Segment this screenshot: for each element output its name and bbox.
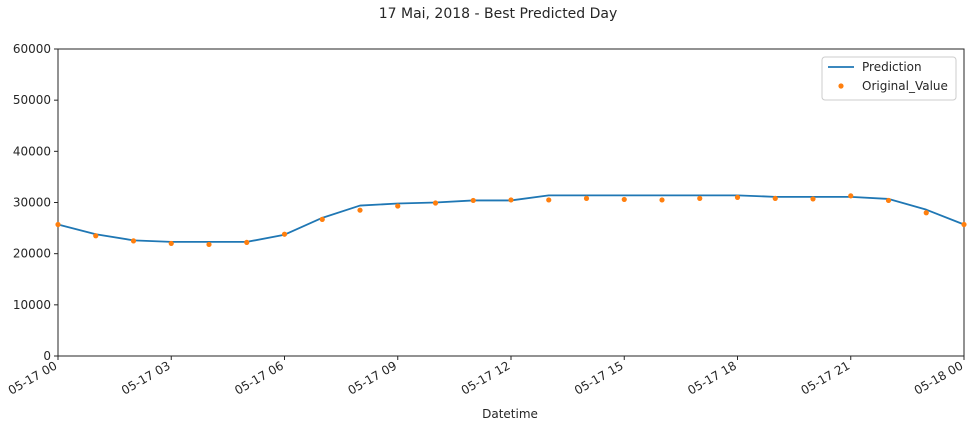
original-value-point [697,195,703,202]
x-tick-label: 05-17 03 [119,358,173,397]
y-tick-label: 0 [43,349,51,363]
y-tick-label: 40000 [13,144,51,158]
original-value-point [93,233,99,239]
original-value-point [961,221,967,228]
original-value-point [244,239,250,246]
x-tick-label: 05-17 06 [232,358,286,397]
legend-box [821,56,957,101]
original-value-point [168,240,174,247]
x-tick-label: 05-17 21 [799,358,853,397]
original-value-point [810,196,816,202]
legend-original-swatch [838,83,844,89]
original-value-point [848,193,854,199]
original-value-point [923,210,929,216]
original-value-point [130,238,137,244]
y-tick-label: 30000 [13,196,51,210]
original-value-point [885,197,892,204]
original-value-point [583,195,590,202]
chart-title: 17 Mai, 2018 - Best Predicted Day [379,6,618,22]
original-value-point [281,231,288,237]
y-tick-label: 10000 [13,298,51,312]
original-value-point [319,216,325,222]
x-tick-label: 05-17 15 [572,358,626,397]
x-tick-label: 05-17 09 [346,358,400,397]
original-value-point [432,200,439,206]
x-axis-label: Datetime [482,407,538,421]
y-axis: 0 10000 20000 30000 40000 50000 60000 [13,42,58,363]
original-value-point [55,221,61,228]
original-value-point [508,197,514,203]
y-tick-label: 20000 [13,247,51,261]
legend-prediction-label: Prediction [862,60,922,74]
original-value-point [357,207,363,213]
y-tick-label: 60000 [13,42,51,56]
x-axis: 05-17 00 05-17 03 05-17 06 05-17 09 05-17 12… [6,356,966,398]
original-value-point [734,194,741,200]
original-value-point [621,196,627,203]
legend-original-label: Original_Value [862,79,948,93]
original-value-point [470,197,476,204]
original-value-point [772,195,778,202]
original-value-point [395,203,401,209]
y-tick-label: 50000 [13,93,51,107]
x-tick-label: 05-18 00 [912,358,966,397]
x-tick-label: 05-17 18 [685,358,739,397]
legend: Prediction Original_Value [821,56,957,101]
original-value-point [659,197,665,203]
x-tick-label: 05-17 00 [6,358,60,397]
original-value-point [206,241,212,248]
original-value-point [546,197,552,203]
x-tick-label: 05-17 12 [459,358,513,397]
